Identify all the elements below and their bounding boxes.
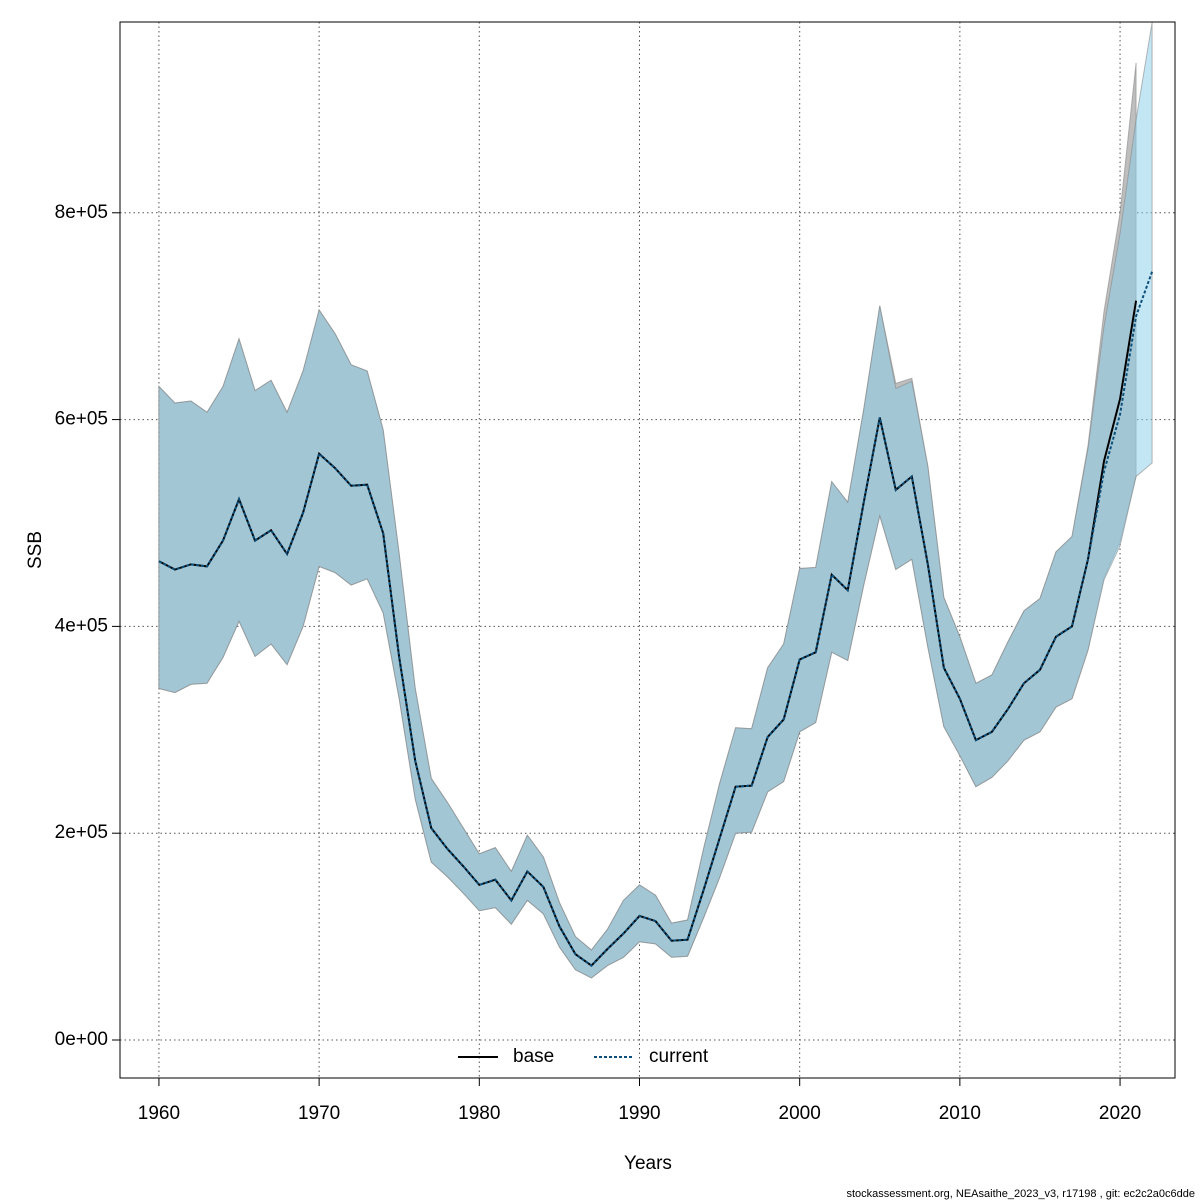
x-tick-label: 2000 — [779, 1103, 821, 1124]
y-tick-label: 2e+05 — [55, 822, 108, 843]
x-tick-label: 2020 — [1099, 1103, 1141, 1124]
y-axis-label: SSB — [25, 531, 46, 569]
x-tick-label: 1960 — [138, 1103, 180, 1124]
legend-label: base — [513, 1046, 554, 1067]
x-tick-label: 2010 — [939, 1103, 981, 1124]
plot-frame — [119, 21, 1176, 1079]
y-tick-label: 4e+05 — [55, 615, 108, 636]
confidence-band — [158, 22, 1153, 979]
y-tick-label: 0e+00 — [55, 1029, 108, 1050]
x-tick-label: 1990 — [618, 1103, 660, 1124]
x-tick-label: 1980 — [458, 1103, 500, 1124]
y-tick-label: 8e+05 — [55, 202, 108, 223]
footer: stockassessment.org, NEAsaithe_2023_v3, … — [846, 1188, 1195, 1200]
legend-label: current — [649, 1046, 709, 1067]
x-axis-label: Years — [624, 1153, 672, 1174]
y-tick-label: 6e+05 — [55, 409, 108, 430]
series-line — [158, 271, 1154, 967]
x-tick-label: 1970 — [298, 1103, 340, 1124]
